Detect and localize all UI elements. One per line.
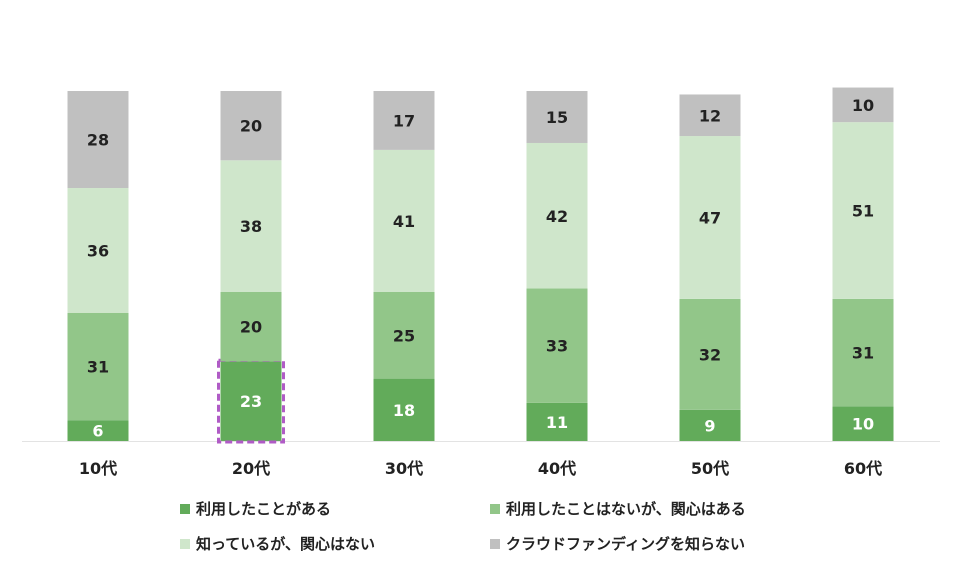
data-label-interested-1: 31: [87, 357, 109, 376]
bar-segment-not-interested-4: [526, 142, 588, 289]
data-label-not-interested-5: 47: [699, 208, 721, 227]
data-label-used-4: 11: [546, 413, 568, 432]
bar-segment-used-6: [832, 406, 894, 441]
bar-segment-used-2: [220, 361, 282, 441]
bar-segment-used-1: [67, 420, 129, 441]
data-label-used-1: 6: [92, 422, 103, 441]
data-label-not-interested-1: 36: [87, 241, 109, 260]
data-label-interested-5: 32: [699, 345, 721, 364]
legend: 利用したことがある 利用したことはないが、関心はある 知っているが、関心はない …: [180, 498, 880, 554]
bar-segment-interested-4: [526, 288, 588, 403]
bar-segment-interested-2: [220, 291, 282, 362]
legend-label-not-interested: 知っているが、関心はない: [196, 535, 375, 553]
legend-label-used: 利用したことがある: [196, 500, 332, 518]
data-label-unaware-5: 12: [699, 106, 721, 125]
data-label-used-3: 18: [393, 401, 415, 420]
x-tick-label-2: 20代: [232, 459, 270, 478]
bar-segment-not-interested-6: [832, 122, 894, 299]
data-label-unaware-1: 28: [87, 131, 109, 150]
data-label-unaware-6: 10: [852, 96, 874, 115]
bar-segment-used-5: [679, 409, 741, 441]
data-label-unaware-3: 17: [393, 111, 415, 130]
legend-swatch-unaware: [490, 538, 500, 549]
bar-segment-used-3: [373, 378, 435, 441]
data-label-not-interested-2: 38: [240, 217, 262, 236]
data-label-unaware-4: 15: [546, 108, 568, 127]
data-label-used-6: 10: [852, 415, 874, 434]
highlight-box: [217, 358, 285, 444]
bar-segment-unaware-3: [373, 91, 435, 150]
legend-label-interested: 利用したことはないが、関心はある: [506, 500, 746, 518]
x-tick-labels: 10代 20代 30代 40代 50代 60代: [79, 459, 882, 478]
x-tick-label-1: 10代: [79, 459, 117, 478]
legend-item-unaware: クラウドファンディングを知らない: [490, 533, 820, 554]
x-tick-label-5: 50代: [691, 459, 729, 478]
bar-segment-interested-3: [373, 291, 435, 379]
data-label-not-interested-3: 41: [393, 212, 415, 231]
legend-item-used: 利用したことがある: [180, 498, 490, 519]
data-label-interested-3: 25: [393, 326, 415, 345]
bar-segment-not-interested-1: [67, 188, 129, 313]
data-label-interested-2: 20: [240, 318, 262, 337]
legend-swatch-interested: [490, 503, 500, 514]
bar-segment-unaware-4: [526, 91, 588, 143]
x-tick-label-6: 60代: [844, 459, 882, 478]
x-tick-label-4: 40代: [538, 459, 576, 478]
bar-segment-not-interested-3: [373, 149, 435, 292]
legend-swatch-not-interested: [180, 538, 190, 549]
data-label-unaware-2: 20: [240, 117, 262, 136]
bar-segment-unaware-1: [67, 91, 129, 189]
bar-segment-unaware-5: [679, 94, 741, 137]
legend-item-not-interested: 知っているが、関心はない: [180, 533, 490, 554]
bar-segment-interested-1: [67, 312, 129, 421]
bar-segment-interested-5: [679, 298, 741, 410]
bar-segment-interested-6: [832, 298, 894, 407]
data-label-interested-4: 33: [546, 337, 568, 356]
bar-segment-not-interested-2: [220, 160, 282, 292]
data-label-interested-6: 31: [852, 344, 874, 363]
bar-segment-not-interested-5: [679, 136, 741, 299]
x-tick-label-3: 30代: [385, 459, 423, 478]
legend-swatch-used: [180, 503, 190, 514]
bars-layer: 6 31 36 28 23 20 38 20 18 25 41 17 11 33 42 15 9 32 47 12 10…: [67, 87, 894, 444]
bar-segment-unaware-2: [220, 91, 282, 161]
data-label-used-2: 23: [240, 392, 262, 411]
bar-segment-unaware-6: [832, 87, 894, 123]
data-label-not-interested-6: 51: [852, 202, 874, 221]
data-label-not-interested-4: 42: [546, 207, 568, 226]
bar-segment-used-4: [526, 402, 588, 441]
legend-item-interested: 利用したことはないが、関心はある: [490, 498, 820, 519]
legend-label-unaware: クラウドファンディングを知らない: [506, 535, 745, 553]
data-label-used-5: 9: [704, 416, 715, 435]
